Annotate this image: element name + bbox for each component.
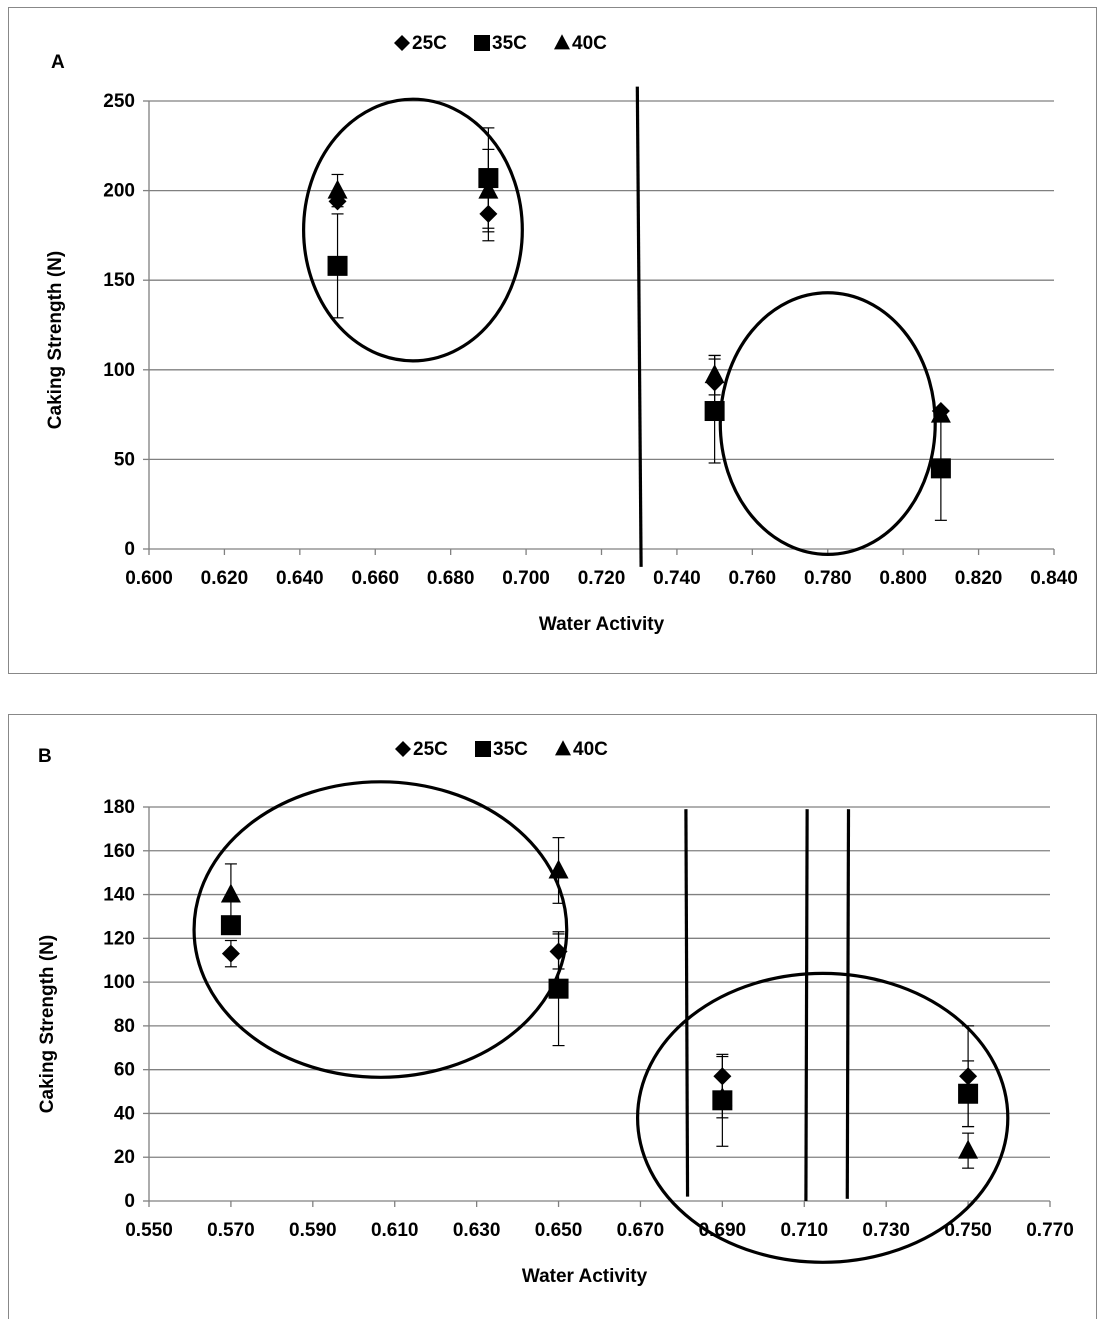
chart-a-svg: A 0 50 100 150 200 250 0.600 0.620 0.640 0.660 0.68… <box>45 33 1078 635</box>
x-tick-label: 0.680 <box>427 568 475 589</box>
x-tick-label: 0.660 <box>351 568 399 589</box>
chart-panel-a: A 0 50 100 150 200 250 0.600 0.620 0.640 0.660 0.68… <box>8 7 1097 674</box>
x-axis-title: Water Activity <box>522 1266 648 1287</box>
y-tick-label: 120 <box>103 928 135 949</box>
chart-panel-b: B 0 20 40 60 80 100 120 140 160 180 0.550 0.570 0.590… <box>8 714 1097 1319</box>
x-tick-label: 0.720 <box>578 568 626 589</box>
x-tick-label: 0.610 <box>371 1220 419 1241</box>
data-point-40c-triangle <box>712 1087 733 1107</box>
data-point-35c-square <box>220 915 241 936</box>
data-point-35c-square <box>930 458 951 479</box>
data-point-25c-diamond <box>221 944 240 963</box>
data-point-35c-square <box>478 168 499 189</box>
chart-b-svg: B 0 20 40 60 80 100 120 140 160 180 0.550 0.570 0.590… <box>37 739 1074 1287</box>
y-tick-label: 160 <box>103 841 135 862</box>
x-tick-label: 0.780 <box>804 568 852 589</box>
x-tick-label: 0.700 <box>502 568 550 589</box>
legend-marker-square <box>475 741 491 757</box>
x-tick-label: 0.650 <box>535 1220 583 1241</box>
y-tick-label: 80 <box>114 1016 135 1037</box>
x-tick-label: 0.770 <box>1026 1220 1074 1241</box>
data-point-25c-diamond <box>713 1067 732 1086</box>
panel-label: B <box>38 746 52 767</box>
annotation-line <box>684 809 690 1197</box>
x-tick-label: 0.550 <box>125 1220 173 1241</box>
annotation-ellipse <box>635 971 1010 1264</box>
y-tick-label: 0 <box>124 1191 135 1212</box>
x-tick-label: 0.630 <box>453 1220 501 1241</box>
y-tick-label: 100 <box>103 972 135 993</box>
x-tick-label: 0.750 <box>944 1220 992 1241</box>
y-tick-label: 150 <box>103 270 135 291</box>
y-tick-label: 250 <box>103 91 135 112</box>
legend-label: 35C <box>492 33 527 54</box>
x-tick-label: 0.820 <box>955 568 1003 589</box>
y-tick-label: 20 <box>114 1147 135 1168</box>
y-tick-label: 60 <box>114 1060 135 1081</box>
annotation-line <box>804 809 809 1202</box>
annotation-ellipse <box>302 97 524 363</box>
panel-label: A <box>51 52 65 73</box>
data-point-35c-square <box>327 255 348 276</box>
legend-label: 40C <box>573 739 608 760</box>
data-point-40c-triangle <box>478 179 499 199</box>
y-tick-label: 140 <box>103 885 135 906</box>
x-tick-label: 0.800 <box>879 568 927 589</box>
y-tick-label: 100 <box>103 360 135 381</box>
x-tick-label: 0.590 <box>289 1220 337 1241</box>
legend-label: 35C <box>493 739 528 760</box>
legend-marker-square <box>474 35 490 51</box>
y-axis-title: Caking Strength (N) <box>37 935 58 1113</box>
x-tick-label: 0.670 <box>617 1220 665 1241</box>
x-tick-label: 0.710 <box>780 1220 828 1241</box>
annotation-line <box>635 86 643 567</box>
y-axis-title: Caking Strength (N) <box>45 251 66 429</box>
x-tick-label: 0.690 <box>699 1220 747 1241</box>
annotation-line <box>845 809 851 1199</box>
x-tick-label: 0.730 <box>862 1220 910 1241</box>
y-tick-label: 40 <box>114 1103 135 1124</box>
legend-marker-triangle <box>555 740 571 756</box>
data-point-35c-square <box>958 1083 979 1104</box>
legend: 25C 35C 40C <box>395 739 608 760</box>
legend-marker-diamond <box>395 741 411 757</box>
y-tick-label: 0 <box>124 539 135 560</box>
legend-label: 40C <box>572 33 607 54</box>
x-axis-title: Water Activity <box>539 614 665 635</box>
x-tick-label: 0.620 <box>201 568 249 589</box>
annotation-ellipse <box>192 780 569 1079</box>
data-point-40c-triangle <box>327 179 348 199</box>
data-point-40c-triangle <box>704 364 725 384</box>
y-tick-label: 200 <box>103 181 135 202</box>
x-tick-label: 0.760 <box>729 568 777 589</box>
y-tick-label: 180 <box>103 797 135 818</box>
data-point-25c-diamond <box>479 204 498 223</box>
y-tick-label: 50 <box>114 449 135 470</box>
annotation-ellipse <box>718 291 937 556</box>
legend-marker-triangle <box>554 34 570 50</box>
data-point-40c-triangle <box>220 883 241 903</box>
legend-marker-diamond <box>394 35 410 51</box>
data-point-25c-diamond <box>549 942 568 961</box>
legend-label: 25C <box>412 33 447 54</box>
legend: 25C 35C 40C <box>394 33 607 54</box>
x-tick-label: 0.640 <box>276 568 324 589</box>
data-point-40c-triangle <box>958 1139 979 1159</box>
x-tick-label: 0.570 <box>207 1220 255 1241</box>
x-tick-label: 0.600 <box>125 568 173 589</box>
legend-label: 25C <box>413 739 448 760</box>
x-tick-label: 0.740 <box>653 568 701 589</box>
data-point-25c-diamond <box>959 1067 978 1086</box>
x-tick-label: 0.840 <box>1030 568 1078 589</box>
